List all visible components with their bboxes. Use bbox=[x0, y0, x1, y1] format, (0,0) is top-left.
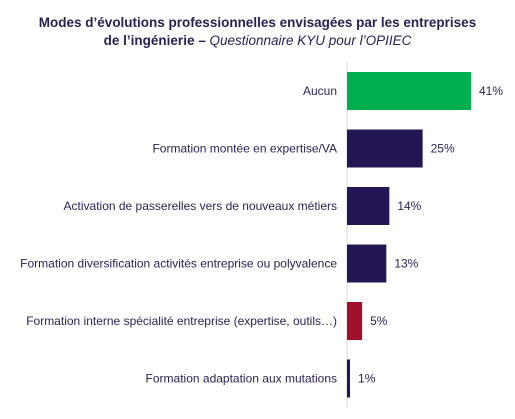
value-label-1: 41% bbox=[479, 84, 503, 98]
category-label-5: Formation interne spécialité entreprise … bbox=[26, 314, 337, 328]
bar-5 bbox=[347, 302, 363, 340]
category-label-6: Formation adaptation aux mutations bbox=[146, 372, 337, 386]
bar-1 bbox=[347, 72, 471, 110]
category-label-2: Formation montée en expertise/VA bbox=[152, 142, 337, 156]
chart-title-line1: Modes d’évolutions professionnelles envi… bbox=[38, 15, 477, 30]
chart-title-line2: de l’ingénierie – bbox=[103, 33, 206, 48]
value-label-4: 13% bbox=[394, 257, 418, 271]
category-label-4: Formation diversification activités entr… bbox=[20, 257, 337, 271]
bar-2 bbox=[347, 129, 423, 168]
value-label-3: 14% bbox=[397, 199, 421, 213]
chart-subtitle: Questionnaire KYU pour l’OPIIEC bbox=[209, 33, 412, 48]
category-label-3: Activation de passerelles vers de nouvea… bbox=[64, 199, 337, 213]
category-label-1: Aucun bbox=[303, 84, 337, 98]
bar-4 bbox=[347, 244, 387, 283]
chart-title: Modes d’évolutions professionnelles envi… bbox=[0, 14, 515, 50]
value-label-2: 25% bbox=[431, 142, 455, 156]
value-label-5: 5% bbox=[370, 314, 388, 328]
value-label-6: 1% bbox=[358, 372, 376, 386]
bar-6 bbox=[347, 359, 351, 398]
bar-3 bbox=[347, 187, 390, 225]
